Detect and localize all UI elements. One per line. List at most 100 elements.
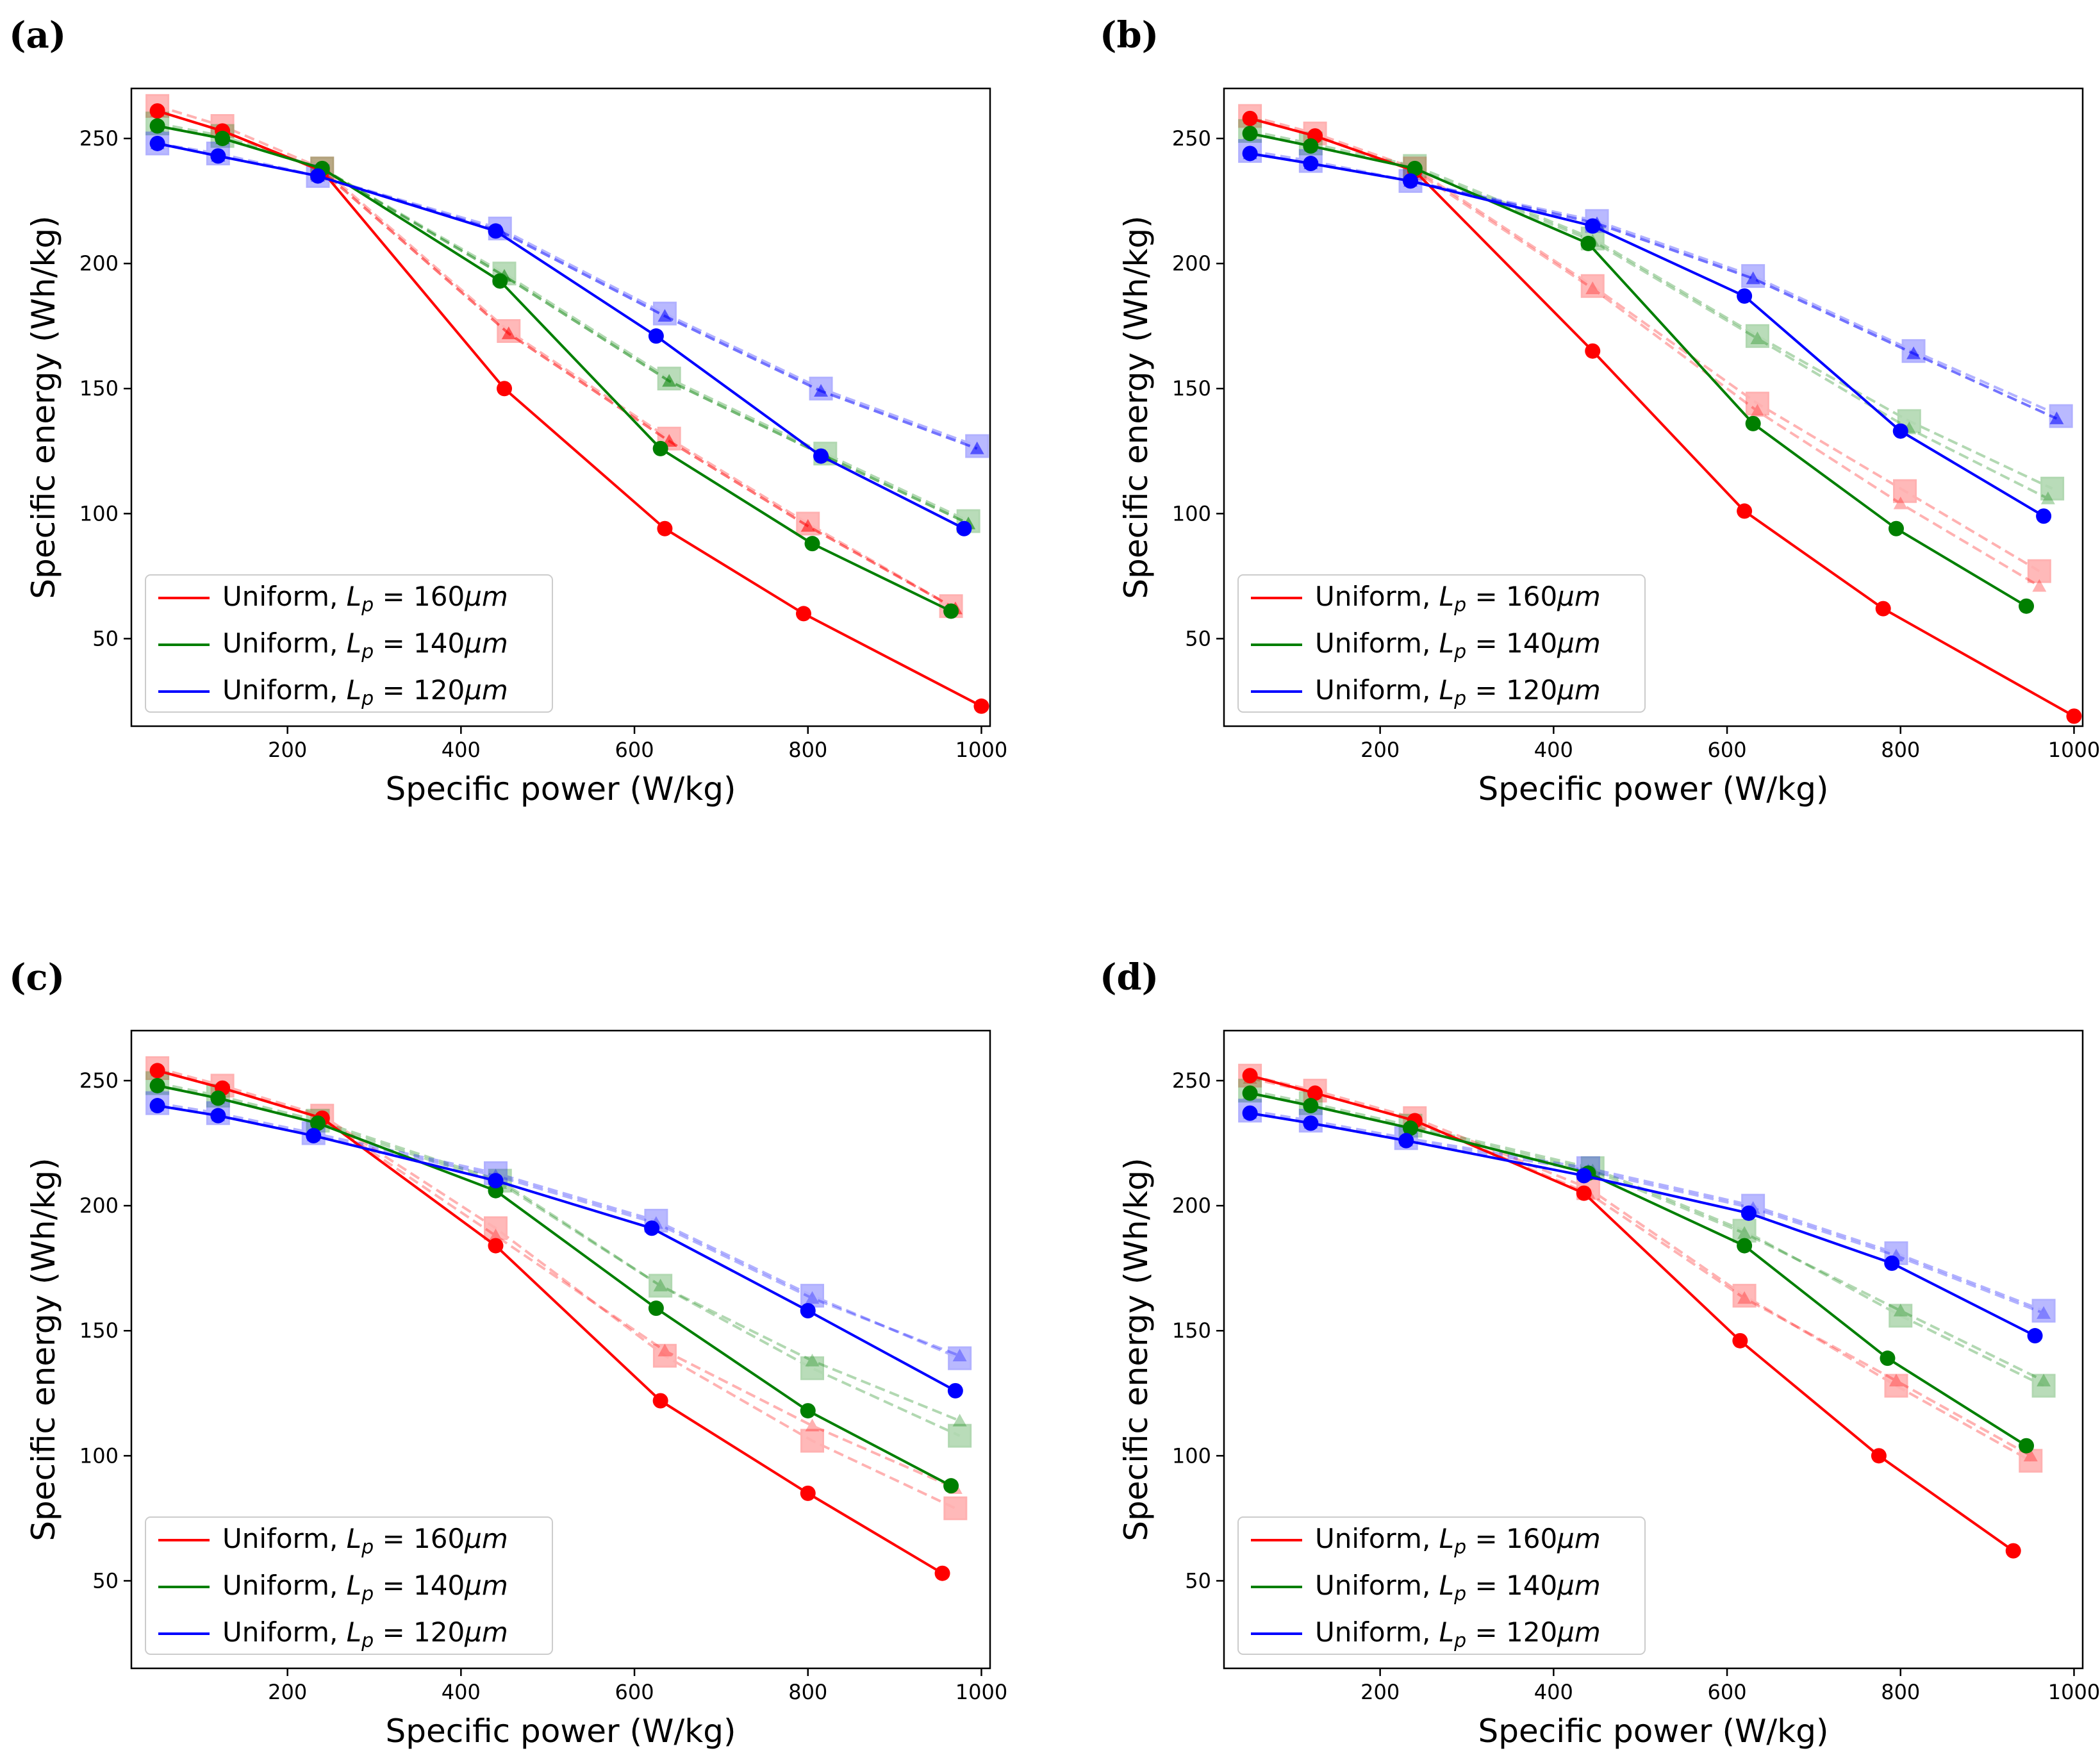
data-point bbox=[2031, 1374, 2056, 1398]
data-point bbox=[488, 1173, 504, 1189]
data-point bbox=[1745, 392, 1769, 416]
data-point bbox=[1242, 1085, 1258, 1101]
legend-box bbox=[145, 1516, 553, 1655]
data-point bbox=[2032, 579, 2047, 592]
legend-entry-red: Uniform, Lp = 160μm bbox=[158, 581, 508, 617]
data-point bbox=[1242, 1105, 1258, 1121]
data-point bbox=[813, 448, 829, 464]
data-point bbox=[657, 520, 673, 536]
data-point bbox=[1242, 1068, 1258, 1084]
data-point bbox=[2027, 1328, 2043, 1344]
data-point bbox=[1889, 1304, 1913, 1328]
legend-entry-green: Uniform, Lp = 140μm bbox=[1251, 627, 1601, 663]
data-point bbox=[492, 273, 508, 289]
data-point bbox=[310, 168, 326, 184]
legend-label: Uniform, Lp = 160μm bbox=[222, 1523, 508, 1559]
axes-frame bbox=[130, 1029, 991, 1670]
y-tick-label: 200 bbox=[1172, 251, 1211, 276]
x-tick-label: 1000 bbox=[955, 738, 1007, 762]
x-axis-title: Specific power (W/kg) bbox=[1478, 770, 1829, 808]
y-axis-title: Specific energy (Wh/kg) bbox=[1118, 215, 1155, 599]
legend: Uniform, Lp = 160μm Uniform, Lp = 140μm Un… bbox=[1237, 574, 1646, 713]
data-point bbox=[210, 148, 226, 164]
data-point bbox=[1906, 346, 1921, 360]
data-point bbox=[2019, 598, 2035, 614]
y-tick-label: 150 bbox=[1172, 376, 1211, 401]
legend-entry-green: Uniform, Lp = 140μm bbox=[158, 1570, 508, 1606]
x-tick-label: 400 bbox=[442, 738, 481, 762]
data-point bbox=[2040, 476, 2065, 501]
y-tick-label: 100 bbox=[1172, 1443, 1211, 1468]
data-point bbox=[1750, 331, 1765, 344]
data-point bbox=[149, 1098, 165, 1114]
data-point bbox=[1576, 1185, 1592, 1201]
data-point bbox=[2023, 1449, 2038, 1462]
data-point bbox=[2005, 1543, 2021, 1559]
data-point bbox=[1407, 160, 1423, 176]
x-tick-label: 400 bbox=[1534, 1680, 1573, 1704]
panel-label-c: (c) bbox=[9, 956, 65, 999]
data-point bbox=[310, 1115, 326, 1131]
data-point bbox=[1585, 218, 1601, 234]
axes-frame bbox=[1223, 1029, 2084, 1670]
legend: Uniform, Lp = 160μm Uniform, Lp = 140μm Un… bbox=[145, 1516, 553, 1655]
data-point bbox=[2066, 708, 2082, 724]
data-point bbox=[149, 1077, 165, 1093]
data-point bbox=[934, 1565, 950, 1581]
data-point bbox=[1737, 288, 1753, 304]
data-point bbox=[1737, 503, 1753, 519]
data-point bbox=[1576, 1168, 1592, 1184]
legend: Uniform, Lp = 160μm Uniform, Lp = 140μm Un… bbox=[145, 574, 553, 713]
x-tick-label: 400 bbox=[1534, 738, 1573, 762]
data-point bbox=[2036, 508, 2052, 524]
data-point bbox=[1242, 110, 1258, 126]
legend-entry-blue: Uniform, Lp = 120μm bbox=[158, 674, 508, 710]
data-point bbox=[1740, 1205, 1757, 1221]
series-group bbox=[1238, 104, 2082, 724]
chart-panel-4: 200 400 600 800 1000 50 100 150 200 250 Specific p… bbox=[1118, 1029, 2100, 1750]
data-point bbox=[805, 1418, 820, 1432]
data-point bbox=[306, 1127, 322, 1143]
data-point bbox=[1303, 1115, 1319, 1131]
x-tick-label: 800 bbox=[788, 1680, 827, 1704]
data-point bbox=[800, 1485, 816, 1501]
series-red-solid-circle bbox=[1242, 1068, 2021, 1559]
data-point bbox=[215, 131, 231, 147]
series-group bbox=[145, 94, 989, 714]
data-point bbox=[970, 441, 984, 454]
legend-box bbox=[1237, 574, 1646, 713]
data-point bbox=[800, 1403, 816, 1419]
data-point bbox=[1745, 415, 1761, 431]
data-point bbox=[1875, 601, 1891, 617]
data-point bbox=[653, 1279, 668, 1291]
data-point bbox=[210, 1090, 226, 1106]
data-point bbox=[973, 698, 989, 714]
y-tick-label: 50 bbox=[1185, 1568, 1211, 1593]
data-point bbox=[497, 381, 513, 397]
data-point bbox=[1732, 1218, 1757, 1243]
y-tick-label: 200 bbox=[1172, 1193, 1211, 1218]
x-tick-label: 800 bbox=[1881, 1680, 1920, 1704]
data-point bbox=[1303, 1098, 1319, 1114]
data-point bbox=[956, 520, 972, 536]
axes-frame bbox=[1223, 87, 2084, 727]
data-point bbox=[1746, 271, 1760, 285]
y-axis-title: Specific energy (Wh/kg) bbox=[25, 215, 62, 599]
data-point bbox=[1893, 479, 1917, 503]
data-point bbox=[501, 326, 516, 340]
data-point bbox=[652, 440, 668, 456]
legend-entry-green: Uniform, Lp = 140μm bbox=[158, 627, 508, 663]
data-point bbox=[1737, 1226, 1752, 1239]
data-point bbox=[488, 223, 504, 239]
data-point bbox=[1737, 1238, 1753, 1254]
data-point bbox=[652, 1393, 668, 1409]
x-tick-label: 200 bbox=[1360, 1680, 1400, 1704]
data-point bbox=[947, 1382, 963, 1399]
data-point bbox=[2031, 1299, 2056, 1323]
series-blue-solid-circle bbox=[149, 135, 972, 536]
series-green-solid-circle bbox=[149, 1077, 959, 1494]
data-point bbox=[1893, 496, 1908, 510]
data-point bbox=[800, 1429, 825, 1453]
x-axis-title: Specific power (W/kg) bbox=[1478, 1713, 1829, 1750]
legend-label: Uniform, Lp = 160μm bbox=[1315, 581, 1601, 617]
